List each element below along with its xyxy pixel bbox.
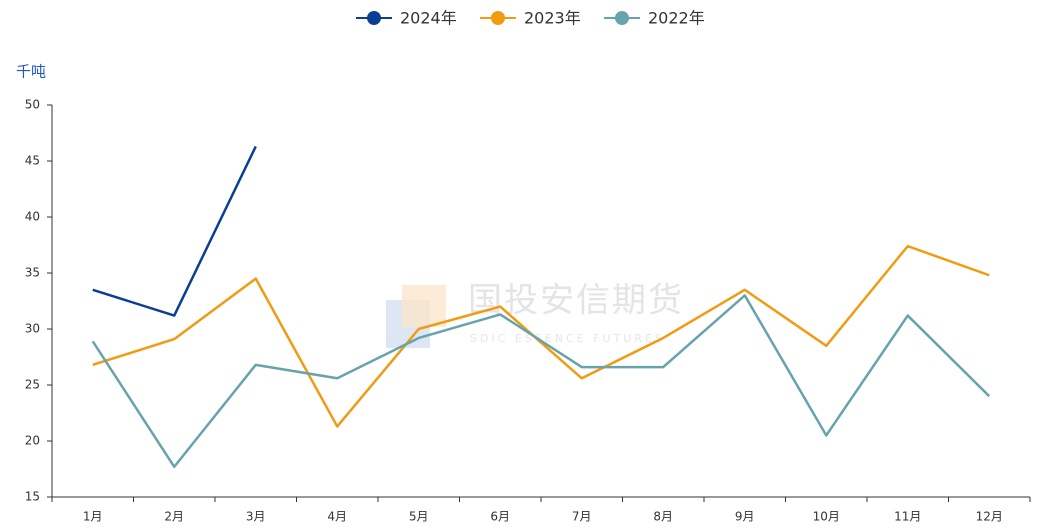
watermark-title: 国投安信期货 <box>468 281 684 321</box>
y-tick-label: 30 <box>25 322 40 336</box>
legend-label: 2023年 <box>524 9 581 28</box>
x-tick-label: 11月 <box>894 510 921 524</box>
x-tick-label: 9月 <box>735 510 755 524</box>
series-line <box>92 145 257 317</box>
legend-label: 2022年 <box>648 9 705 28</box>
x-tick-label: 4月 <box>327 510 347 524</box>
x-tick-label: 5月 <box>409 510 429 524</box>
y-tick-label: 35 <box>25 266 40 280</box>
x-tick-label: 6月 <box>490 510 510 524</box>
x-tick-label: 12月 <box>976 510 1003 524</box>
x-tick-label: 3月 <box>246 510 266 524</box>
y-tick-label: 50 <box>25 98 40 112</box>
x-tick-label: 2月 <box>164 510 184 524</box>
legend-marker <box>367 11 381 25</box>
y-tick-label: 45 <box>25 154 40 168</box>
x-tick-label: 7月 <box>572 510 592 524</box>
legend: 2024年 2023年 2022年 <box>356 9 705 28</box>
watermark-subtitle: SDIC ESSENCE FUTURES <box>470 332 665 345</box>
series-line <box>92 244 990 428</box>
watermark-logo <box>402 285 446 327</box>
y-tick-label: 15 <box>25 490 40 504</box>
y-tick-label: 25 <box>25 378 40 392</box>
y-tick-label: 20 <box>25 434 40 448</box>
x-tick-label: 8月 <box>653 510 673 524</box>
unit-label: 千吨 <box>16 63 46 81</box>
legend-marker <box>615 11 629 25</box>
x-tick-label: 10月 <box>813 510 840 524</box>
series-line <box>91 294 991 469</box>
legend-label: 2024年 <box>400 9 457 28</box>
legend-marker <box>491 11 505 25</box>
watermark: 国投安信期货 SDIC ESSENCE FUTURES <box>386 281 684 348</box>
x-tick-label: 1月 <box>83 510 103 524</box>
y-tick-label: 40 <box>25 210 40 224</box>
